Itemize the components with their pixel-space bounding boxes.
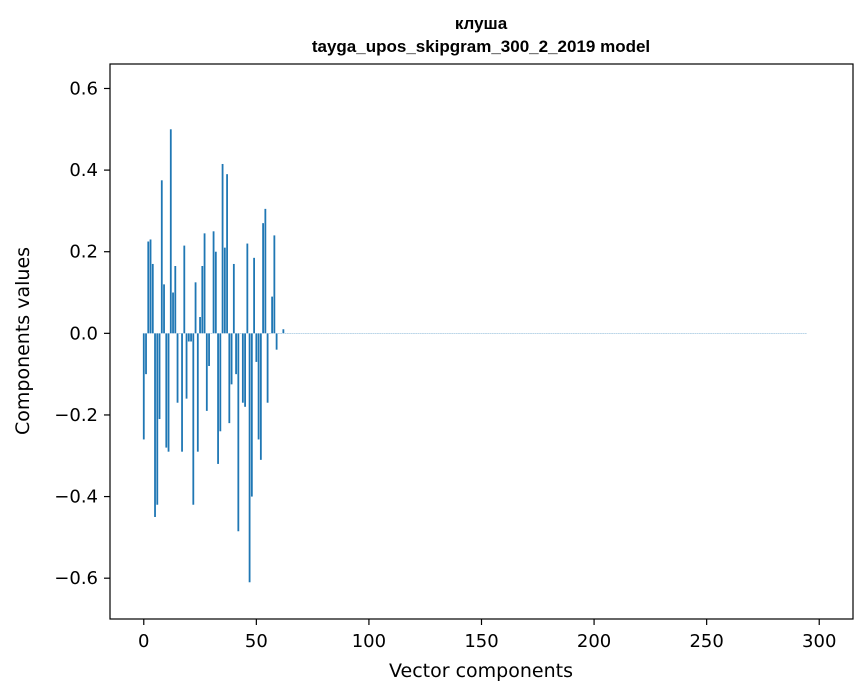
bar xyxy=(154,333,156,517)
bar xyxy=(248,333,251,583)
chart-title: клуша xyxy=(455,14,508,33)
bar xyxy=(259,333,262,460)
x-tick-label: 150 xyxy=(464,631,498,652)
bar xyxy=(147,241,150,334)
x-axis-label: Vector components xyxy=(389,660,573,682)
bar xyxy=(230,333,233,385)
y-tick-label: −0.6 xyxy=(54,568,98,589)
bar xyxy=(201,266,204,334)
bar xyxy=(262,223,265,334)
bar xyxy=(282,329,285,334)
bar xyxy=(205,333,208,411)
bar xyxy=(226,174,228,334)
bar xyxy=(185,333,188,399)
bar xyxy=(264,208,267,334)
bar xyxy=(246,243,249,334)
bar xyxy=(244,333,246,407)
x-tick-label: 250 xyxy=(689,631,723,652)
bar xyxy=(208,333,210,366)
bar xyxy=(214,251,217,334)
bars-group xyxy=(142,129,807,583)
y-axis-label: Components values xyxy=(12,247,34,435)
bar xyxy=(217,333,219,464)
bar xyxy=(219,333,222,432)
y-axis-ticks: −0.6 −0.4 −0.2 0.0 0.2 0.4 0.6 xyxy=(54,78,110,589)
bar xyxy=(192,333,195,505)
bar xyxy=(250,333,253,497)
bar xyxy=(167,333,170,452)
bar xyxy=(158,333,161,420)
y-tick-label: 0.6 xyxy=(69,78,98,99)
bar xyxy=(145,333,147,375)
chart-subtitle: tayga_upos_skipgram_300_2_2019 model xyxy=(312,37,650,56)
bar xyxy=(237,333,240,532)
bar xyxy=(255,333,258,362)
bar xyxy=(221,163,224,334)
x-tick-label: 100 xyxy=(352,631,386,652)
y-tick-label: 0.2 xyxy=(69,242,98,263)
x-tick-label: 300 xyxy=(802,631,836,652)
y-tick-label: 0.4 xyxy=(69,160,98,181)
bar xyxy=(149,239,152,334)
bar xyxy=(151,263,154,334)
bar xyxy=(199,317,201,334)
x-tick-label: 200 xyxy=(577,631,611,652)
bar xyxy=(183,245,186,334)
bar xyxy=(172,292,174,334)
bar xyxy=(266,333,269,403)
bar xyxy=(253,257,255,334)
bar xyxy=(232,263,235,334)
bar xyxy=(275,333,278,350)
bar xyxy=(241,333,244,403)
bar xyxy=(163,284,165,334)
bar xyxy=(156,333,159,505)
bar xyxy=(190,333,192,342)
bar xyxy=(228,333,231,424)
bar xyxy=(196,333,199,452)
x-tick-label: 0 xyxy=(138,631,149,652)
x-axis-ticks: 0 50 100 150 200 250 300 xyxy=(138,619,836,652)
y-tick-label: 0.0 xyxy=(69,323,98,344)
x-tick-label: 50 xyxy=(245,631,268,652)
bar xyxy=(142,333,145,440)
bar xyxy=(165,333,168,448)
bar xyxy=(203,233,206,334)
bar xyxy=(169,129,172,334)
bar xyxy=(160,180,163,334)
bar xyxy=(223,247,226,334)
bar xyxy=(257,333,260,440)
bar xyxy=(174,266,177,334)
bar xyxy=(273,235,276,334)
bar xyxy=(181,333,183,452)
bar xyxy=(235,333,237,375)
bar xyxy=(187,333,190,342)
bar xyxy=(194,282,197,334)
y-tick-label: −0.4 xyxy=(54,487,98,508)
bar xyxy=(176,333,179,403)
plot-frame xyxy=(109,63,854,620)
bar xyxy=(212,231,215,334)
bar xyxy=(271,296,274,334)
y-tick-label: −0.2 xyxy=(54,405,98,426)
